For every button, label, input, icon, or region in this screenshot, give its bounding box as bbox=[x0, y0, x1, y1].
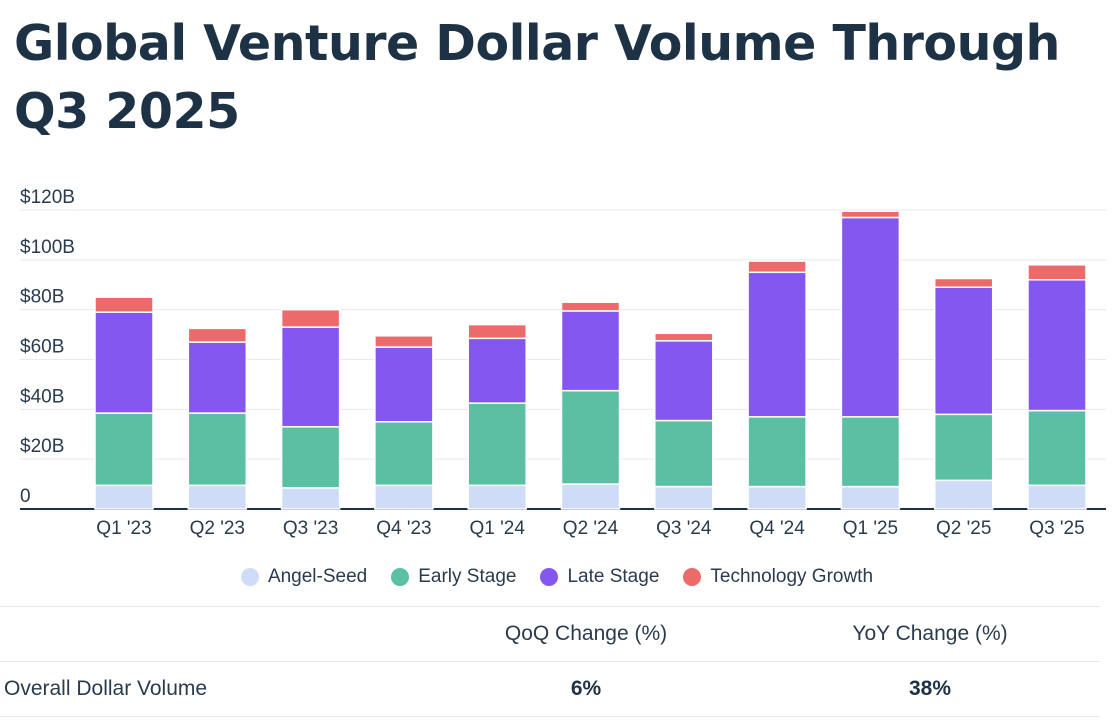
bar-late-stage[interactable] bbox=[374, 346, 434, 423]
stacked-bar-chart: 0 $20B $40B $60B $80B $100B $120B Q1 '23 Q2 '23… bbox=[20, 187, 1106, 539]
bar-late-stage[interactable] bbox=[94, 311, 154, 414]
yoy-header: YoY Change (%) bbox=[852, 622, 1008, 645]
yoy-value: 38% bbox=[908, 677, 952, 700]
x-tick-label: Q4 '24 bbox=[749, 518, 805, 539]
bar-technology-growth[interactable] bbox=[280, 308, 341, 328]
qoq-header: QoQ Change (%) bbox=[504, 622, 668, 645]
bar-early-stage[interactable] bbox=[560, 389, 621, 485]
bar-angel-seed[interactable] bbox=[374, 484, 434, 510]
bar-technology-growth[interactable] bbox=[840, 210, 901, 219]
legend-item-early-stage[interactable]: Early Stage bbox=[391, 566, 516, 588]
y-tick-label: $60B bbox=[20, 337, 64, 358]
bar-early-stage[interactable] bbox=[1027, 409, 1087, 487]
bar-stack[interactable] bbox=[560, 301, 621, 510]
bars bbox=[94, 210, 1087, 510]
qoq-value: 6% bbox=[570, 677, 602, 700]
bar-stack[interactable] bbox=[747, 260, 807, 510]
bar-late-stage[interactable] bbox=[933, 286, 994, 416]
x-tick-label: Q3 '24 bbox=[656, 518, 712, 539]
bar-late-stage[interactable] bbox=[187, 341, 248, 414]
late-stage-swatch-icon bbox=[540, 568, 559, 586]
bar-technology-growth[interactable] bbox=[1027, 264, 1087, 281]
bar-angel-seed[interactable] bbox=[1027, 484, 1087, 510]
bar-late-stage[interactable] bbox=[654, 340, 714, 422]
bar-early-stage[interactable] bbox=[747, 416, 807, 488]
legend-label: Late Stage bbox=[567, 566, 660, 587]
bar-angel-seed[interactable] bbox=[933, 479, 994, 510]
bar-late-stage[interactable] bbox=[280, 326, 341, 428]
technology-growth-swatch-icon bbox=[683, 568, 702, 586]
y-tick-label: $120B bbox=[20, 187, 75, 208]
bar-angel-seed[interactable] bbox=[187, 484, 248, 510]
bar-late-stage[interactable] bbox=[1027, 279, 1087, 412]
legend-item-angel-seed[interactable]: Angel-Seed bbox=[240, 566, 368, 588]
bar-late-stage[interactable] bbox=[840, 216, 901, 418]
row-label: Overall Dollar Volume bbox=[4, 677, 208, 700]
y-tick-label: $100B bbox=[20, 237, 75, 258]
x-tick-label: Q2 '25 bbox=[936, 518, 991, 539]
bar-technology-growth[interactable] bbox=[747, 260, 807, 274]
bar-stack[interactable] bbox=[933, 277, 994, 510]
bar-early-stage[interactable] bbox=[187, 412, 248, 487]
bar-angel-seed[interactable] bbox=[560, 483, 621, 510]
bar-stack[interactable] bbox=[1027, 264, 1087, 510]
bar-stack[interactable] bbox=[374, 335, 434, 510]
y-tick-label: $20B bbox=[20, 436, 64, 457]
legend-label: Early Stage bbox=[418, 566, 517, 587]
x-tick-label: Q2 '24 bbox=[563, 518, 619, 539]
bar-angel-seed[interactable] bbox=[94, 484, 154, 510]
bar-angel-seed[interactable] bbox=[467, 484, 527, 510]
bar-early-stage[interactable] bbox=[94, 412, 154, 487]
bar-technology-growth[interactable] bbox=[94, 296, 154, 313]
bar-late-stage[interactable] bbox=[560, 310, 621, 392]
bar-technology-growth[interactable] bbox=[187, 327, 248, 343]
bar-angel-seed[interactable] bbox=[840, 485, 901, 510]
legend: Angel-Seed Early Stage Late Stage Techno… bbox=[0, 566, 1114, 588]
x-axis-labels: Q1 '23 Q2 '23 Q3 '23 Q4 '23 Q1 '24 Q2 '24 Q3 '… bbox=[96, 518, 1084, 539]
angel-seed-swatch-icon bbox=[240, 568, 259, 586]
y-tick-label: $40B bbox=[20, 386, 64, 407]
bar-stack[interactable] bbox=[654, 332, 714, 510]
change-table: QoQ Change (%) YoY Change (%) Overall Do… bbox=[0, 606, 1100, 717]
x-tick-label: Q1 '25 bbox=[843, 518, 898, 539]
x-tick-label: Q2 '23 bbox=[190, 518, 245, 539]
bar-early-stage[interactable] bbox=[467, 402, 527, 487]
bar-angel-seed[interactable] bbox=[280, 487, 341, 510]
legend-item-technology-growth[interactable]: Technology Growth bbox=[683, 566, 873, 588]
bar-technology-growth[interactable] bbox=[467, 323, 527, 340]
page-title: Global Venture Dollar Volume Through Q3 … bbox=[14, 15, 1060, 140]
early-stage-swatch-icon bbox=[391, 568, 410, 586]
bar-early-stage[interactable] bbox=[280, 426, 341, 489]
x-tick-label: Q3 '25 bbox=[1029, 518, 1084, 539]
bar-technology-growth[interactable] bbox=[933, 277, 994, 288]
bar-early-stage[interactable] bbox=[374, 421, 434, 487]
bar-stack[interactable] bbox=[467, 323, 527, 510]
bar-technology-growth[interactable] bbox=[560, 301, 621, 312]
bar-stack[interactable] bbox=[187, 327, 248, 510]
bar-early-stage[interactable] bbox=[840, 416, 901, 488]
bar-stack[interactable] bbox=[94, 296, 154, 510]
bar-late-stage[interactable] bbox=[467, 337, 527, 404]
bar-technology-growth[interactable] bbox=[654, 332, 714, 342]
bar-early-stage[interactable] bbox=[654, 419, 714, 488]
bar-stack[interactable] bbox=[280, 308, 341, 510]
x-tick-label: Q4 '23 bbox=[376, 518, 431, 539]
bar-late-stage[interactable] bbox=[747, 271, 807, 418]
bar-angel-seed[interactable] bbox=[747, 485, 807, 510]
legend-label: Angel-Seed bbox=[267, 566, 368, 587]
x-tick-label: Q3 '23 bbox=[283, 518, 338, 539]
x-tick-label: Q1 '23 bbox=[96, 518, 151, 539]
bar-angel-seed[interactable] bbox=[654, 485, 714, 510]
y-tick-label: $80B bbox=[20, 287, 64, 308]
legend-item-late-stage[interactable]: Late Stage bbox=[540, 566, 659, 588]
legend-label: Technology Growth bbox=[710, 566, 874, 587]
y-axis-labels: 0 $20B $40B $60B $80B $100B $120B bbox=[20, 187, 75, 507]
table-row: Overall Dollar Volume 6% 38% bbox=[0, 661, 1100, 717]
bar-stack[interactable] bbox=[840, 210, 901, 510]
bar-technology-growth[interactable] bbox=[374, 335, 434, 348]
table-header-row: QoQ Change (%) YoY Change (%) bbox=[0, 606, 1100, 661]
bar-early-stage[interactable] bbox=[933, 413, 994, 482]
x-tick-label: Q1 '24 bbox=[470, 518, 526, 539]
y-tick-label: 0 bbox=[20, 486, 31, 507]
